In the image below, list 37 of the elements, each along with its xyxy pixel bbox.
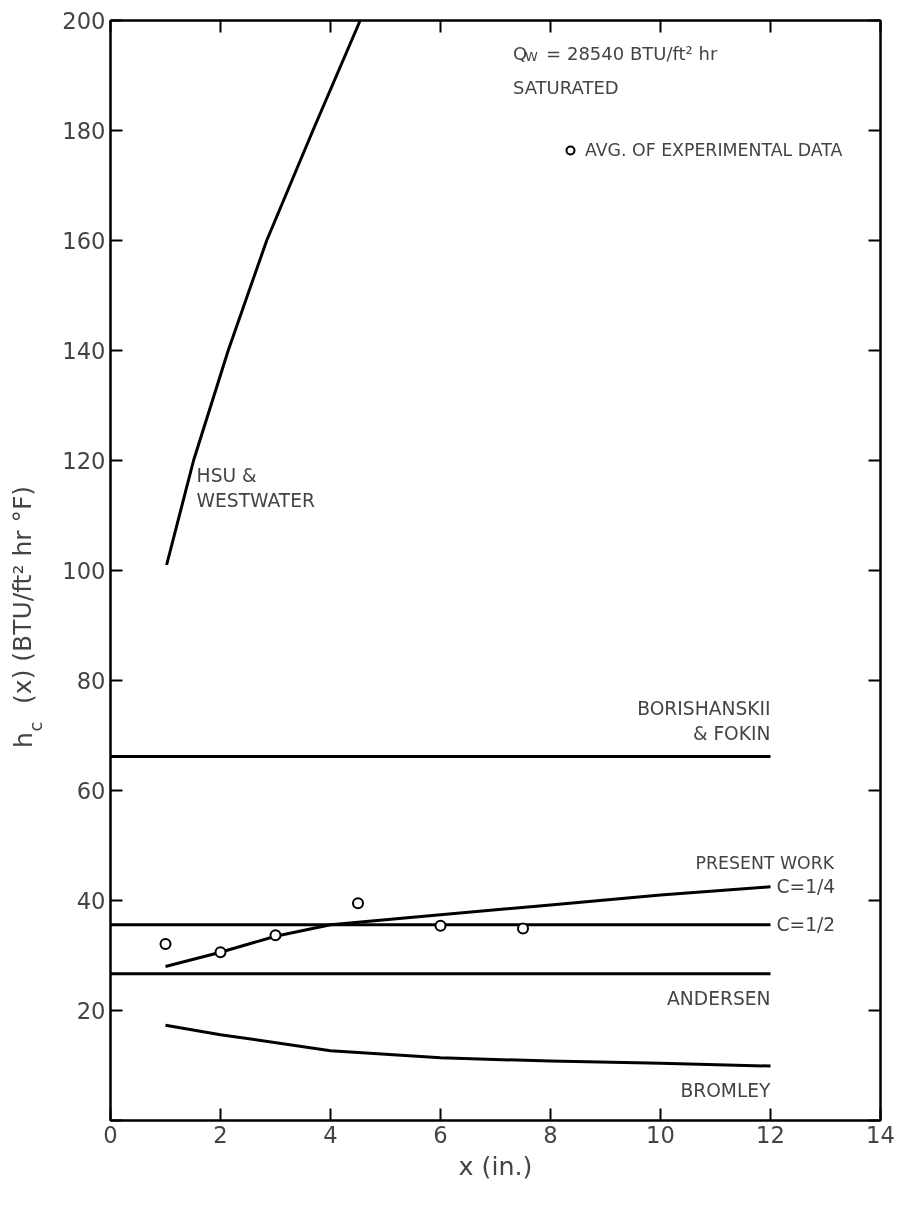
series-label: HSU & WESTWATER (196, 465, 315, 512)
series-label: ANDERSEN (667, 987, 771, 1009)
x-tick-label: 8 (543, 1121, 558, 1148)
point (159, 937, 172, 950)
x-tick-label: 14 (866, 1121, 895, 1148)
y-tick-label: 40 (76, 888, 106, 914)
x-axis-title: x (in.) (458, 1150, 533, 1181)
y-tick-label: 120 (62, 448, 106, 474)
y-tick-label: 60 (76, 778, 106, 804)
annotation: QW = 28540 BTU/ft² hr (512, 42, 718, 64)
series-label: BORISHANSKII & FOKIN (637, 698, 771, 745)
series-label: BROMLEY (680, 1080, 772, 1102)
point (434, 919, 447, 932)
y-tick-label: 80 (76, 668, 106, 694)
point (517, 922, 529, 935)
y-tick-label: 100 (62, 558, 106, 584)
y-tick-label: 200 (62, 8, 106, 34)
y-tick-label: 20 (76, 998, 106, 1024)
series-label: C=1/4 (776, 876, 836, 898)
y-axis-title: hc (x) (BTU/ft² hr °F) (8, 485, 47, 749)
point (269, 929, 282, 942)
line-series (164, 1023, 772, 1068)
x-tick-label: 0 (103, 1121, 118, 1148)
annotation: SATURATED (512, 76, 619, 98)
legend-label: AVG. OF EXPERIMENTAL DATA (585, 140, 843, 160)
x-tick-label: 2 (213, 1121, 228, 1148)
y-tick-label: 180 (62, 118, 106, 144)
x-tick-label: 6 (433, 1121, 448, 1148)
annotation: PRESENT WORK (695, 852, 835, 873)
y-tick-label: 160 (62, 228, 106, 254)
point (352, 897, 364, 910)
x-tick-label: 12 (756, 1121, 785, 1148)
x-tick-label: 4 (323, 1121, 338, 1148)
x-tick-label: 10 (646, 1121, 675, 1148)
y-tick-label: 140 (62, 338, 106, 364)
series-label: C=1/2 (776, 914, 836, 936)
point (214, 946, 227, 959)
